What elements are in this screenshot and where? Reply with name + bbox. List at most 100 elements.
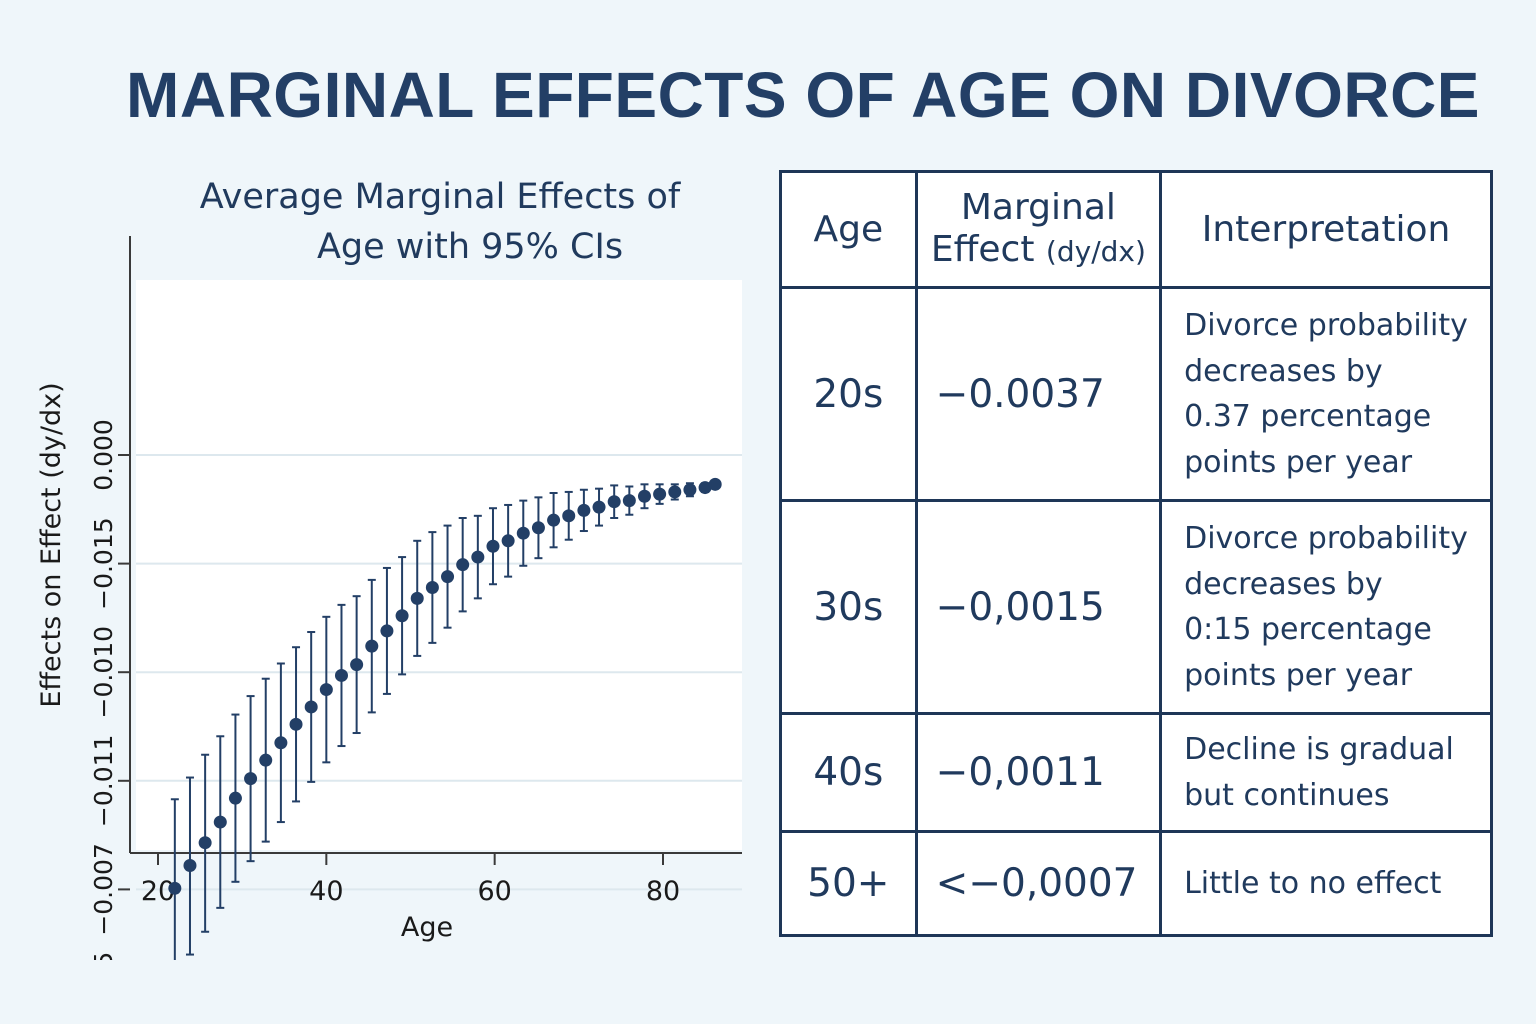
point-marker	[547, 513, 561, 527]
point-marker	[592, 500, 606, 514]
chart-svg: 0.000−0.015−0.010−0.011−0.007−0.005 2040…	[36, 236, 742, 960]
point-marker	[471, 550, 485, 564]
ci-point	[698, 481, 712, 495]
x-tick-label: 80	[646, 876, 680, 907]
interp-line: Little to no effect	[1184, 865, 1442, 901]
ci-point	[456, 516, 470, 613]
age-cell: 30s	[779, 499, 918, 715]
point-marker	[501, 534, 515, 548]
point-marker	[183, 859, 197, 873]
ci-point	[244, 695, 258, 863]
effect-cell: −0,0011	[914, 712, 1163, 833]
x-tick-label: 60	[477, 876, 511, 907]
point-marker	[395, 609, 409, 623]
y-tick-label: −0.005	[89, 952, 118, 960]
interpretation-cell: Divorce probability decreases by 0:15 pe…	[1159, 499, 1493, 715]
interpretation-cell: Little to no effect	[1159, 830, 1493, 937]
ci-point	[501, 503, 515, 578]
point-marker	[380, 624, 394, 638]
page-title: MARGINAL EFFECTS OF AGE ON DIVORCE	[126, 59, 1480, 131]
interp-line: points per year	[1184, 657, 1413, 693]
ci-point	[708, 477, 722, 491]
ci-point	[668, 483, 682, 501]
point-marker	[228, 791, 242, 805]
point-marker	[441, 570, 455, 584]
point-marker	[516, 526, 530, 540]
ci-point	[213, 735, 227, 909]
chart-title-line-2: Age with 95% CIs	[316, 227, 624, 267]
y-tick-label: −0.011	[89, 735, 118, 828]
point-marker	[486, 539, 500, 553]
point-marker	[698, 481, 712, 495]
chart-title: Average Marginal Effects of Age with 95%…	[130, 172, 750, 272]
ci-point	[259, 677, 273, 843]
point-marker	[259, 753, 273, 767]
header-age: Age	[779, 170, 918, 289]
point-marker	[622, 494, 636, 508]
table-header-row: Age Marginal Effect (dy/dx) Interpretati…	[779, 170, 1493, 289]
point-marker	[168, 881, 182, 895]
y-tick-label: −0.007	[89, 843, 118, 936]
x-axis-ticks: 20 40 60 80	[141, 853, 680, 907]
point-marker	[607, 495, 621, 509]
header-me-dydx: (dy/dx)	[1045, 234, 1146, 268]
ci-point	[577, 488, 591, 533]
table-row: 20s −0.0037 Divorce probability decrease…	[779, 286, 1493, 502]
interp-line: Divorce probability	[1184, 521, 1468, 556]
ci-point	[410, 539, 424, 657]
point-marker	[708, 477, 722, 491]
ci-point	[637, 483, 651, 510]
point-marker	[668, 485, 682, 499]
ci-point	[289, 646, 303, 803]
interp-line: decreases by	[1184, 353, 1383, 389]
point-marker	[334, 668, 348, 682]
point-marker	[577, 503, 591, 517]
header-me-line1: Marginal	[960, 186, 1116, 228]
y-tick-label: −0.010	[89, 626, 118, 719]
interpretation-cell: Divorce probability decreases by 0.37 pe…	[1159, 286, 1493, 502]
interp-line: Divorce probability	[1184, 308, 1468, 343]
y-tick-label: −0.015	[89, 517, 118, 610]
point-marker	[319, 683, 333, 697]
marginal-effects-table: Age Marginal Effect (dy/dx) Interpretati…	[779, 170, 1493, 937]
age-cell: 50+	[779, 830, 918, 937]
table-row: 30s −0,0015 Divorce probability decrease…	[779, 499, 1493, 715]
data-markers	[168, 477, 722, 960]
point-marker	[562, 509, 576, 523]
ci-point	[547, 492, 561, 549]
ci-point	[441, 524, 455, 629]
point-marker	[198, 836, 212, 850]
table-row: 40s −0,0011 Decline is gradual but conti…	[779, 712, 1493, 833]
point-marker	[653, 487, 667, 501]
interpretation-cell: Decline is gradual but continues	[1159, 712, 1493, 833]
marginal-effects-chart: 0.000−0.015−0.010−0.011−0.007−0.005 2040…	[0, 160, 770, 960]
ci-point	[380, 566, 394, 695]
point-marker	[410, 591, 424, 605]
interp-line: decreases by	[1184, 566, 1383, 602]
header-me-line2: Effect	[930, 228, 1035, 270]
ci-point	[425, 531, 439, 644]
point-marker	[365, 639, 379, 653]
ci-point	[622, 485, 636, 516]
ci-point	[683, 482, 697, 498]
y-axis-ticks: 0.000 −0.015 −0.010 −0.011 −0.007 −0.005	[89, 419, 130, 960]
chart-title-line-1: Average Marginal Effects of	[199, 177, 681, 217]
interp-line: Decline is gradual	[1184, 732, 1454, 767]
ci-point	[592, 487, 606, 527]
header-marginal-effect: Marginal Effect (dy/dx)	[914, 170, 1163, 289]
ci-point	[198, 753, 212, 933]
interp-line: 0:15 percentage	[1184, 612, 1432, 647]
point-marker	[213, 815, 227, 829]
ci-point	[486, 507, 500, 586]
ci-point	[471, 514, 485, 600]
ci-point	[334, 603, 348, 748]
ci-point	[350, 595, 364, 735]
ci-point	[562, 490, 576, 541]
point-marker	[274, 736, 288, 750]
point-marker	[683, 483, 697, 497]
x-tick-label: 40	[309, 876, 343, 907]
ci-point	[653, 483, 667, 505]
y-tick-label: 0.000	[89, 419, 118, 491]
interp-line: 0.37 percentage	[1184, 399, 1432, 434]
interp-line: but continues	[1184, 777, 1390, 813]
